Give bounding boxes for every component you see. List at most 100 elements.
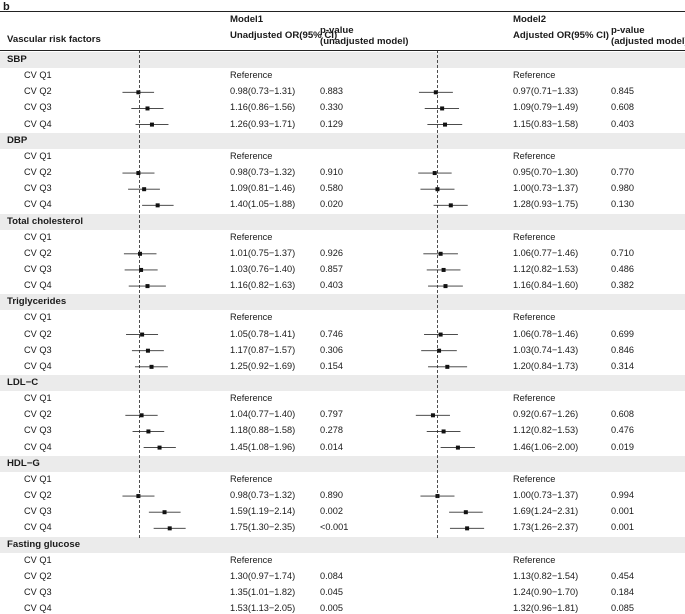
m1-reference: Reference bbox=[230, 554, 273, 565]
m2-or-ci: 1.12(0.82−1.53) bbox=[513, 263, 579, 274]
model2-p-header-1: p-value bbox=[611, 25, 645, 36]
m1-pvalue: 0.797 bbox=[320, 409, 343, 420]
m1-point-estimate bbox=[162, 510, 167, 515]
m1-point-estimate bbox=[136, 171, 141, 176]
m1-pvalue: 0.129 bbox=[320, 118, 343, 129]
m2-pvalue: 0.846 bbox=[611, 344, 634, 355]
m1-pvalue: 0.330 bbox=[320, 102, 343, 113]
row-label: CV Q2 bbox=[24, 247, 52, 258]
m1-point-estimate bbox=[149, 364, 154, 369]
m1-or-ci: 1.53(1.13−2.05) bbox=[230, 603, 296, 614]
model2-header: Model2 bbox=[513, 14, 547, 25]
group-label: DBP bbox=[7, 134, 28, 146]
m2-pvalue: 0.001 bbox=[611, 506, 634, 517]
m1-reference: Reference bbox=[230, 231, 273, 242]
row-label: CV Q3 bbox=[24, 425, 52, 436]
m2-point-estimate bbox=[448, 203, 453, 208]
m2-point-estimate bbox=[455, 445, 460, 450]
m2-pvalue: 0.486 bbox=[611, 263, 634, 274]
row-label: CV Q4 bbox=[24, 441, 52, 452]
m2-or-ci: 1.00(0.73−1.37) bbox=[513, 490, 579, 501]
group-header-row bbox=[0, 52, 685, 68]
m1-or-ci: 0.98(0.73−1.31) bbox=[230, 86, 296, 97]
m2-pvalue: 0.770 bbox=[611, 167, 634, 178]
m1-pvalue: 0.014 bbox=[320, 441, 343, 452]
m2-or-ci: 1.69(1.24−2.31) bbox=[513, 506, 579, 517]
group-label: LDL−C bbox=[7, 377, 39, 388]
group-label: HDL−G bbox=[7, 457, 40, 469]
row-label: CV Q3 bbox=[24, 506, 52, 517]
row-label: CV Q2 bbox=[24, 86, 52, 97]
m2-pvalue: 0.980 bbox=[611, 183, 634, 194]
factor-header: Vascular risk factors bbox=[7, 34, 101, 45]
m1-pvalue: 0.020 bbox=[320, 199, 343, 210]
m1-or-ci: 1.25(0.92−1.69) bbox=[230, 360, 296, 371]
m1-or-ci: 1.45(1.08−1.96) bbox=[230, 441, 296, 452]
m1-pvalue: 0.045 bbox=[320, 586, 343, 597]
m2-or-ci: 1.28(0.93−1.75) bbox=[513, 199, 579, 210]
m1-pvalue: 0.002 bbox=[320, 506, 343, 517]
m1-or-ci: 1.17(0.87−1.57) bbox=[230, 344, 296, 355]
m1-point-estimate bbox=[146, 429, 151, 434]
group-label: SBP bbox=[7, 54, 27, 65]
m1-point-estimate bbox=[145, 348, 150, 353]
m2-or-ci: 1.73(1.26−2.37) bbox=[513, 522, 579, 533]
m2-point-estimate bbox=[445, 364, 450, 369]
m1-or-ci: 1.03(0.76−1.40) bbox=[230, 263, 296, 274]
row-label: CV Q4 bbox=[24, 360, 52, 371]
m1-point-estimate bbox=[138, 251, 143, 256]
m1-or-ci: 1.18(0.88−1.58) bbox=[230, 425, 296, 436]
group-header-row bbox=[0, 213, 685, 230]
m1-point-estimate bbox=[139, 267, 144, 272]
group-label: Triglycerides bbox=[7, 296, 67, 308]
top-rule bbox=[0, 11, 685, 12]
m2-or-ci: 1.09(0.79−1.49) bbox=[513, 102, 579, 113]
m2-or-ci: 0.92(0.67−1.26) bbox=[513, 409, 579, 420]
m1-or-ci: 1.75(1.30−2.35) bbox=[230, 522, 296, 533]
m2-pvalue: 0.699 bbox=[611, 328, 634, 339]
row-label: CV Q2 bbox=[24, 328, 52, 339]
m2-pvalue: 0.085 bbox=[611, 603, 634, 614]
m1-reference: Reference bbox=[230, 150, 273, 161]
row-label: CV Q3 bbox=[24, 586, 52, 597]
m2-or-ci: 1.20(0.84−1.73) bbox=[513, 360, 579, 371]
m1-or-ci: 0.98(0.73−1.32) bbox=[230, 167, 296, 178]
m1-or-ci: 1.26(0.93−1.71) bbox=[230, 118, 296, 129]
m2-point-estimate bbox=[441, 267, 446, 272]
group-header-row bbox=[0, 132, 685, 149]
m1-point-estimate bbox=[157, 445, 162, 450]
m1-point-estimate bbox=[139, 413, 144, 418]
row-label: CV Q3 bbox=[24, 263, 52, 274]
m2-pvalue: 0.314 bbox=[611, 360, 634, 371]
m2-pvalue: 0.845 bbox=[611, 86, 634, 97]
m2-point-estimate bbox=[432, 171, 437, 176]
row-label: CV Q1 bbox=[24, 231, 52, 242]
m2-point-estimate bbox=[443, 122, 448, 127]
m2-reference: Reference bbox=[513, 231, 556, 242]
m1-pvalue: 0.746 bbox=[320, 328, 343, 339]
row-label: CV Q3 bbox=[24, 183, 52, 194]
m1-pvalue: 0.306 bbox=[320, 344, 343, 355]
model1-p-header-1: p-value bbox=[320, 25, 354, 36]
m2-point-estimate bbox=[440, 106, 445, 111]
m2-or-ci: 1.12(0.82−1.53) bbox=[513, 425, 579, 436]
m1-reference: Reference bbox=[230, 312, 273, 323]
m2-pvalue: 0.994 bbox=[611, 490, 634, 501]
row-label: CV Q1 bbox=[24, 150, 52, 161]
m2-pvalue: 0.382 bbox=[611, 280, 634, 291]
row-label: CV Q1 bbox=[24, 554, 52, 565]
m1-pvalue: 0.857 bbox=[320, 263, 343, 274]
m1-pvalue: 0.580 bbox=[320, 183, 343, 194]
model1-or-header: Unadjusted OR(95% CI) bbox=[230, 30, 338, 41]
m1-point-estimate bbox=[167, 526, 172, 531]
m1-point-estimate bbox=[142, 187, 147, 192]
m2-point-estimate bbox=[463, 510, 468, 515]
group-header-row bbox=[0, 455, 685, 472]
m1-point-estimate bbox=[136, 494, 141, 499]
m2-point-estimate bbox=[438, 251, 443, 256]
forest-plot-svg: 0.511.522.50.511.522.5 bbox=[122, 50, 485, 540]
m1-or-ci: 1.16(0.86−1.56) bbox=[230, 102, 296, 113]
m2-reference: Reference bbox=[513, 393, 556, 404]
m2-point-estimate bbox=[430, 413, 435, 418]
